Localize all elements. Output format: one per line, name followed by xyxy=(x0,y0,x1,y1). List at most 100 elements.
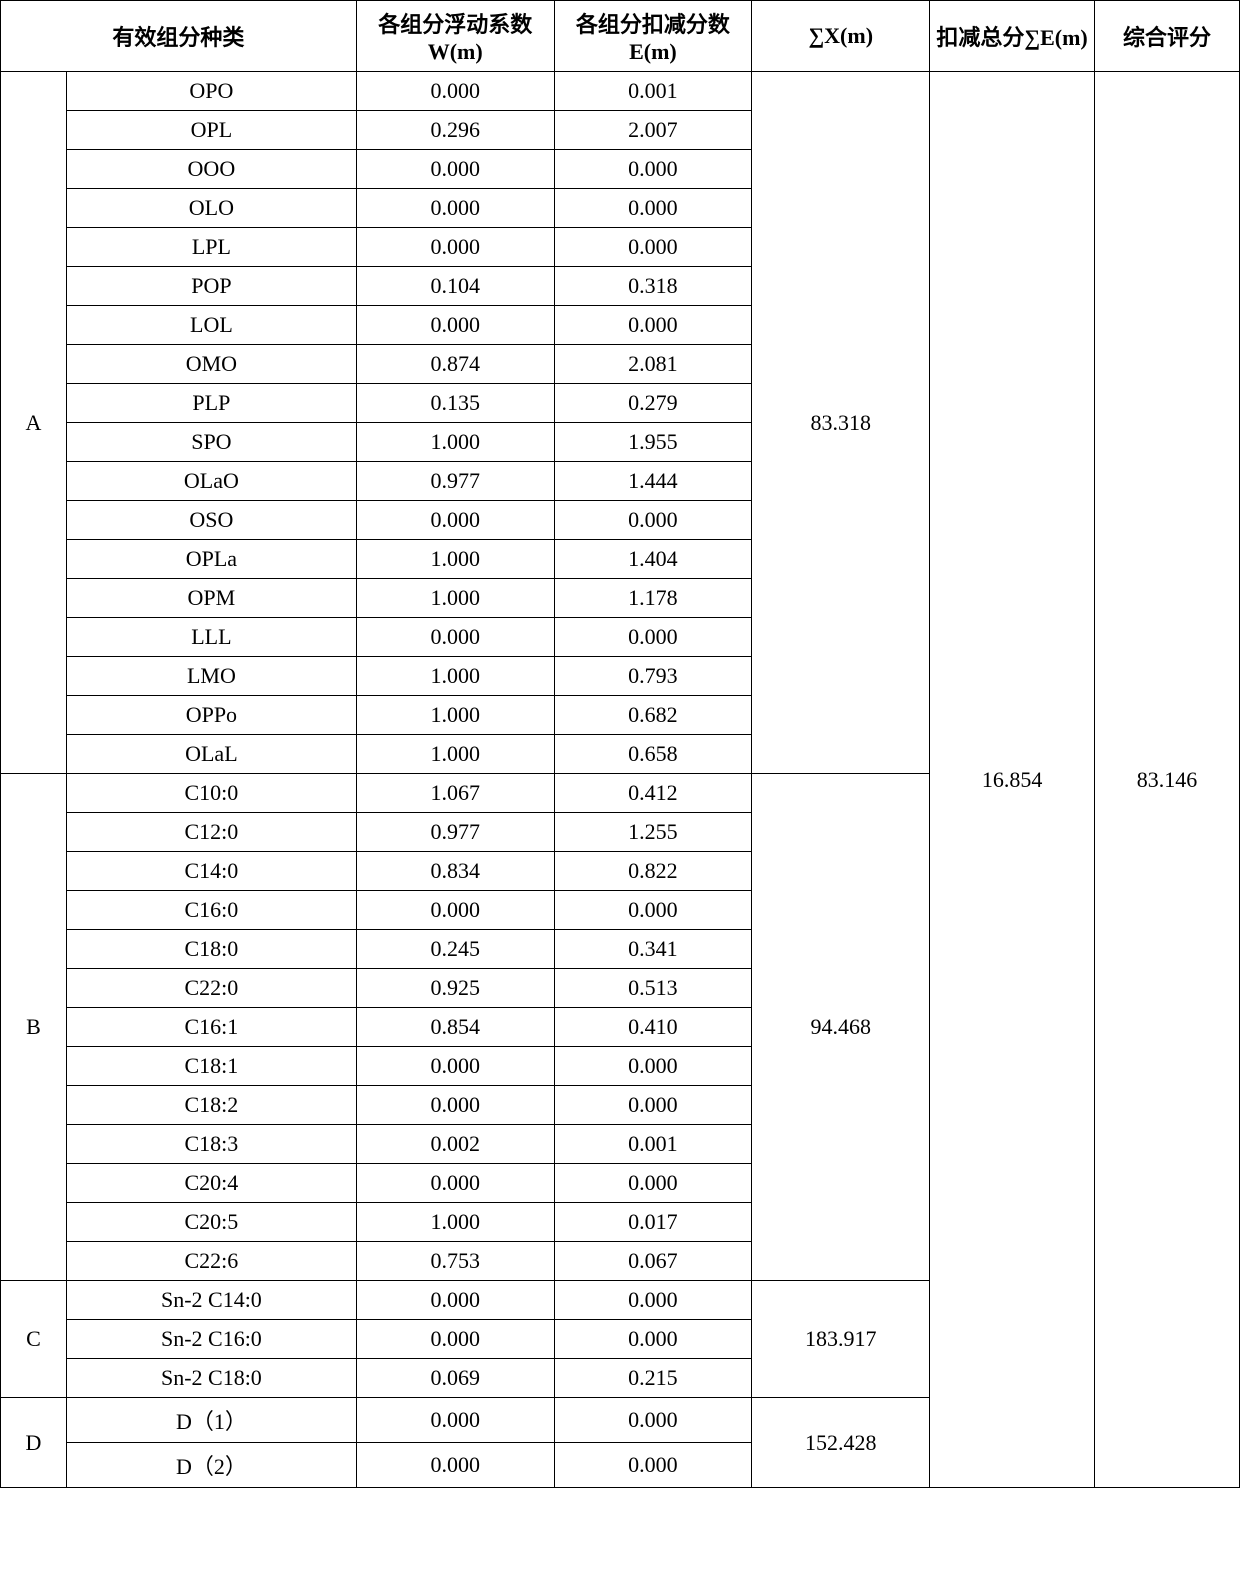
cell-component: OLO xyxy=(66,189,356,228)
cell-w: 0.000 xyxy=(356,501,554,540)
table-row: AOPO0.0000.00183.31816.85483.146 xyxy=(1,72,1240,111)
header-row: 有效组分种类 各组分浮动系数 W(m) 各组分扣减分数 E(m) ∑X(m) 扣… xyxy=(1,1,1240,72)
cell-e: 0.067 xyxy=(554,1242,752,1281)
cell-e: 0.822 xyxy=(554,852,752,891)
cell-e: 0.000 xyxy=(554,150,752,189)
cell-e: 0.410 xyxy=(554,1008,752,1047)
cell-component: D（2） xyxy=(66,1443,356,1488)
cell-e: 0.000 xyxy=(554,306,752,345)
cell-w: 0.753 xyxy=(356,1242,554,1281)
cell-component: C10:0 xyxy=(66,774,356,813)
cell-w: 0.000 xyxy=(356,189,554,228)
cell-w: 1.000 xyxy=(356,540,554,579)
cell-component: C18:3 xyxy=(66,1125,356,1164)
table-body: AOPO0.0000.00183.31816.85483.146OPL0.296… xyxy=(1,72,1240,1488)
header-species: 有效组分种类 xyxy=(1,1,357,72)
cell-component: Sn-2 C16:0 xyxy=(66,1320,356,1359)
cell-w: 0.002 xyxy=(356,1125,554,1164)
cell-e: 0.412 xyxy=(554,774,752,813)
cell-e: 1.444 xyxy=(554,462,752,501)
cell-w: 1.000 xyxy=(356,657,554,696)
cell-w: 1.000 xyxy=(356,696,554,735)
header-sume: 扣减总分∑E(m) xyxy=(930,1,1095,72)
cell-e: 1.955 xyxy=(554,423,752,462)
cell-e: 0.000 xyxy=(554,1443,752,1488)
cell-w: 0.000 xyxy=(356,306,554,345)
cell-e: 0.001 xyxy=(554,72,752,111)
cell-e: 0.279 xyxy=(554,384,752,423)
cell-w: 0.245 xyxy=(356,930,554,969)
cell-sumx: 183.917 xyxy=(752,1281,930,1398)
cell-e: 0.341 xyxy=(554,930,752,969)
cell-component: OSO xyxy=(66,501,356,540)
cell-component: C20:5 xyxy=(66,1203,356,1242)
cell-w: 1.000 xyxy=(356,579,554,618)
cell-component: LLL xyxy=(66,618,356,657)
cell-component: OOO xyxy=(66,150,356,189)
cell-w: 0.977 xyxy=(356,813,554,852)
data-table: 有效组分种类 各组分浮动系数 W(m) 各组分扣减分数 E(m) ∑X(m) 扣… xyxy=(0,0,1240,1488)
cell-w: 0.000 xyxy=(356,1320,554,1359)
cell-e: 0.000 xyxy=(554,1281,752,1320)
cell-e: 1.255 xyxy=(554,813,752,852)
cell-component: OPM xyxy=(66,579,356,618)
cell-component: OPPo xyxy=(66,696,356,735)
cell-component: OLaO xyxy=(66,462,356,501)
cell-component: POP xyxy=(66,267,356,306)
cell-component: C12:0 xyxy=(66,813,356,852)
header-w: 各组分浮动系数 W(m) xyxy=(356,1,554,72)
cell-component: C18:0 xyxy=(66,930,356,969)
cell-component: OLaL xyxy=(66,735,356,774)
cell-e: 0.000 xyxy=(554,1320,752,1359)
header-e: 各组分扣减分数 E(m) xyxy=(554,1,752,72)
cell-e: 0.001 xyxy=(554,1125,752,1164)
cell-e: 2.081 xyxy=(554,345,752,384)
cell-e: 0.215 xyxy=(554,1359,752,1398)
cell-e: 0.000 xyxy=(554,891,752,930)
cell-e: 0.000 xyxy=(554,1047,752,1086)
cell-e: 0.513 xyxy=(554,969,752,1008)
group-label: A xyxy=(1,72,67,774)
cell-w: 1.000 xyxy=(356,735,554,774)
cell-e: 0.000 xyxy=(554,189,752,228)
cell-w: 0.000 xyxy=(356,1443,554,1488)
cell-sumx: 94.468 xyxy=(752,774,930,1281)
cell-component: PLP xyxy=(66,384,356,423)
cell-component: OMO xyxy=(66,345,356,384)
cell-w: 0.000 xyxy=(356,228,554,267)
cell-component: OPO xyxy=(66,72,356,111)
cell-e: 0.793 xyxy=(554,657,752,696)
cell-component: LPL xyxy=(66,228,356,267)
header-score: 综合评分 xyxy=(1094,1,1239,72)
cell-e: 0.318 xyxy=(554,267,752,306)
cell-e: 0.658 xyxy=(554,735,752,774)
header-sumx: ∑X(m) xyxy=(752,1,930,72)
cell-e: 0.000 xyxy=(554,1164,752,1203)
cell-sumx: 83.318 xyxy=(752,72,930,774)
cell-e: 1.404 xyxy=(554,540,752,579)
cell-w: 0.000 xyxy=(356,891,554,930)
cell-w: 0.000 xyxy=(356,1047,554,1086)
cell-w: 0.000 xyxy=(356,1281,554,1320)
cell-component: C20:4 xyxy=(66,1164,356,1203)
cell-component: LOL xyxy=(66,306,356,345)
cell-e: 1.178 xyxy=(554,579,752,618)
cell-e: 0.682 xyxy=(554,696,752,735)
cell-component: SPO xyxy=(66,423,356,462)
cell-w: 0.977 xyxy=(356,462,554,501)
cell-w: 0.000 xyxy=(356,1086,554,1125)
cell-component: Sn-2 C18:0 xyxy=(66,1359,356,1398)
cell-component: OPLa xyxy=(66,540,356,579)
cell-sumx: 152.428 xyxy=(752,1398,930,1488)
cell-w: 0.834 xyxy=(356,852,554,891)
cell-w: 1.000 xyxy=(356,1203,554,1242)
group-label: B xyxy=(1,774,67,1281)
cell-w: 0.925 xyxy=(356,969,554,1008)
cell-e: 0.017 xyxy=(554,1203,752,1242)
cell-w: 0.000 xyxy=(356,1398,554,1443)
cell-w: 0.000 xyxy=(356,72,554,111)
cell-w: 0.000 xyxy=(356,1164,554,1203)
cell-component: LMO xyxy=(66,657,356,696)
cell-w: 0.296 xyxy=(356,111,554,150)
cell-component: C18:1 xyxy=(66,1047,356,1086)
